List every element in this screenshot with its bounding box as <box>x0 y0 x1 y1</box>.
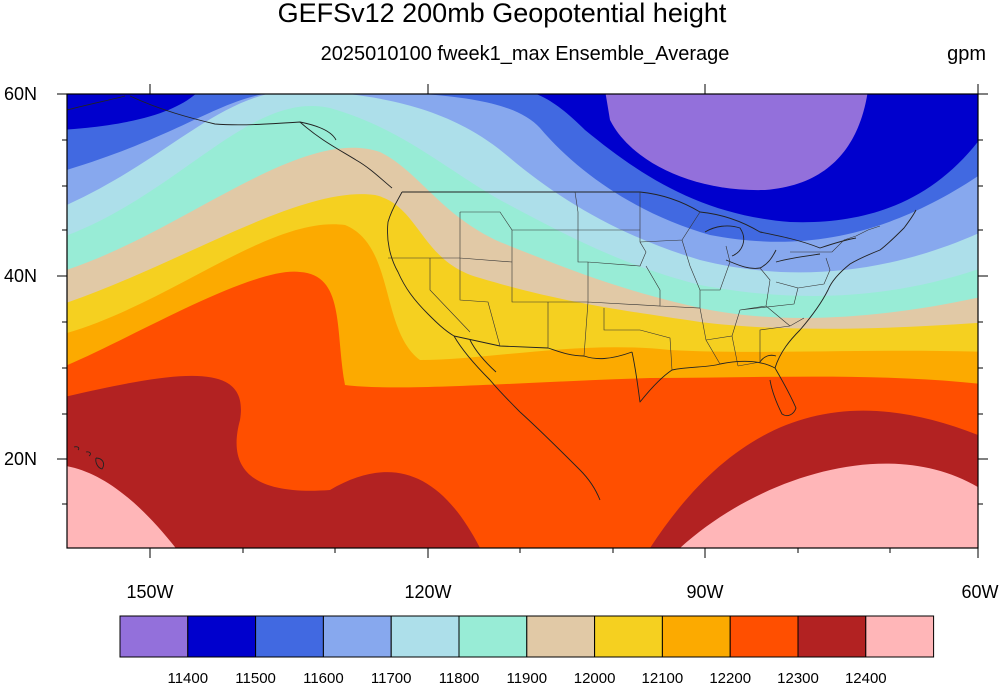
axis-labels: 150W 120W 90W 60W 60N 40N 20N <box>4 84 999 602</box>
band-11300 <box>605 94 868 191</box>
colorbar-swatch <box>119 615 189 658</box>
colorbar-swatch <box>729 615 799 658</box>
us-canada-border <box>402 191 857 249</box>
colorbar-label: 12400 <box>845 670 887 684</box>
lat-label-60n: 60N <box>4 84 37 104</box>
us-west-coast <box>387 191 455 337</box>
colorbar-swatch <box>865 615 935 658</box>
colorbar-label: 12000 <box>574 670 616 684</box>
mexico-coast <box>519 411 601 501</box>
us-mexico-border <box>453 335 633 360</box>
florida <box>759 354 797 417</box>
colorbar-label: 11900 <box>506 670 547 684</box>
colorbar-swatch <box>390 615 460 658</box>
coastline-layer <box>67 95 917 501</box>
colorbar-swatch <box>322 615 392 658</box>
lon-label-90w: 90W <box>686 582 723 602</box>
colorbar-label: 11600 <box>303 670 344 684</box>
colorbar-swatch <box>797 615 867 658</box>
colorbar-label: 11400 <box>167 670 208 684</box>
hawaii-islands <box>73 446 105 470</box>
lon-label-120w: 120W <box>404 582 451 602</box>
lat-label-20n: 20N <box>4 449 37 469</box>
colorbar-label: 12300 <box>777 670 819 684</box>
colorbar-label: 11500 <box>235 670 276 684</box>
lon-label-60w: 60W <box>961 582 998 602</box>
contour-fill <box>67 94 978 548</box>
alaska-coast <box>67 95 337 141</box>
map-subtitle: 2025010100 fweek1_max Ensemble_Average <box>320 43 730 65</box>
colorbar-swatch <box>594 615 663 658</box>
lon-label-150w: 150W <box>126 582 173 602</box>
colorbar-label: 12200 <box>709 670 751 684</box>
state-borders <box>388 191 881 371</box>
map-title: GEFSv12 200mb Geopotential height <box>277 0 727 28</box>
colorbar-label: 11800 <box>439 670 480 684</box>
colorbar-swatch <box>255 615 324 658</box>
us-east-coast <box>774 209 917 369</box>
baja-california <box>453 335 521 413</box>
colorbar: 11400 11500 11600 11700 11800 11900 12000 12100… <box>119 615 935 684</box>
colorbar-swatch <box>458 615 528 658</box>
colorbar-swatch <box>187 615 257 658</box>
lat-label-40n: 40N <box>4 266 37 286</box>
colorbar-label: 11700 <box>371 670 412 684</box>
colorbar-swatch <box>661 615 731 658</box>
map-frame <box>57 84 988 558</box>
units-label: gpm <box>947 43 986 65</box>
colorbar-label: 12100 <box>642 670 684 684</box>
bc-coast <box>299 121 393 189</box>
colorbar-swatch <box>526 615 596 658</box>
